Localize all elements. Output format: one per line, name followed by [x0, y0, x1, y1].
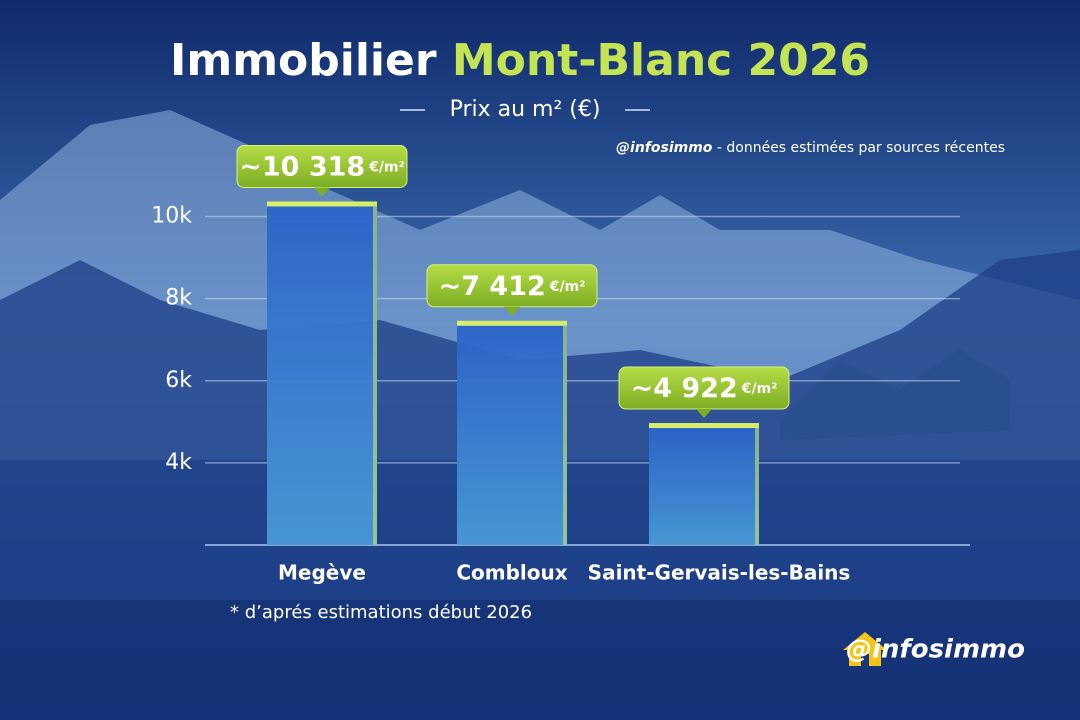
x-tick-label: Megève: [278, 561, 366, 585]
bar: [457, 322, 567, 545]
value-label-unit: €/m²: [549, 279, 586, 295]
y-tick-label: 8k: [165, 286, 192, 311]
village: [780, 350, 1010, 440]
y-tick-label: 10k: [151, 204, 192, 229]
value-label-number: ~7 412: [439, 270, 546, 301]
source-text: - données estimées par sources récentes: [717, 140, 1005, 156]
value-label-number: ~10 318: [239, 151, 365, 182]
brand: @infosimmo: [846, 635, 1025, 665]
y-tick-label: 6k: [165, 368, 192, 393]
value-label-unit: €/m²: [368, 159, 405, 175]
source-handle: @infosimmo: [616, 140, 713, 156]
brand-icon: [843, 632, 887, 666]
title-main: Immobilier: [170, 35, 437, 86]
value-label: ~7 412 €/m²: [439, 270, 586, 301]
chart-title: Immobilier Mont-Blanc 2026: [170, 35, 870, 86]
footnote: * d’aprés estimations début 2026: [230, 602, 532, 623]
bar-edge: [457, 320, 567, 326]
x-tick-label: Saint-Gervais-les-Bains: [588, 561, 851, 585]
value-label-number: ~4 922: [631, 373, 738, 404]
value-label-pointer: [696, 409, 712, 419]
bar-side: [755, 425, 759, 545]
value-label-unit: €/m²: [741, 381, 778, 397]
bar: [267, 203, 377, 545]
title-highlight: Mont-Blanc 2026: [452, 35, 870, 86]
value-label: ~4 922 €/m²: [631, 373, 778, 404]
value-label: ~10 318 €/m²: [239, 151, 405, 182]
subtitle: Prix au m² (€): [450, 97, 601, 122]
source: @infosimmo - données estimées par source…: [616, 140, 1005, 156]
ground: [0, 600, 1080, 720]
bar-side: [563, 322, 567, 545]
bar-edge: [649, 423, 759, 429]
bar: [649, 425, 759, 545]
bar-side: [373, 203, 377, 545]
x-tick-label: Combloux: [456, 561, 567, 585]
value-label-pointer: [504, 306, 520, 316]
y-tick-label: 4k: [165, 450, 192, 475]
bar-edge: [267, 201, 377, 207]
value-label-pointer: [314, 187, 330, 197]
